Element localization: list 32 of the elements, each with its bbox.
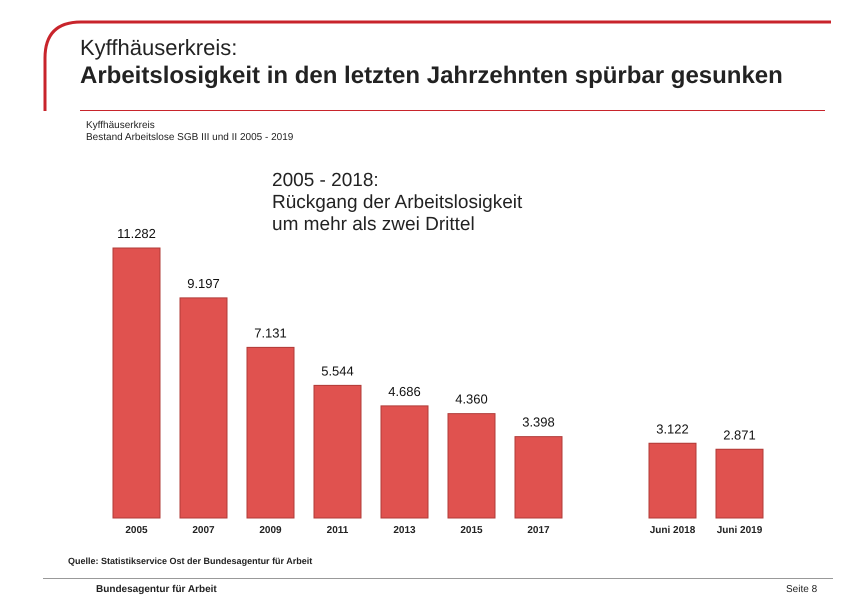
bar (514, 436, 562, 518)
data-label: 2.871 (723, 427, 756, 442)
bar (716, 448, 764, 518)
data-label: 4.686 (388, 384, 421, 399)
chart-subtitle: Kyffhäuserkreis Bestand Arbeitslose SGB III und II 2005 - 2019 (86, 120, 294, 144)
bar (380, 405, 428, 518)
source-note: Quelle: Statistikservice Ost der Bundesagentur für Arbeit (68, 556, 312, 566)
data-label: 11.282 (117, 226, 156, 241)
bar (448, 413, 496, 518)
data-label: 3.398 (522, 414, 555, 430)
bar (314, 384, 362, 518)
data-label: 9.197 (187, 276, 220, 291)
x-tick-label: 2017 (527, 525, 550, 536)
bar (648, 442, 696, 518)
x-tick-label: 2015 (460, 525, 484, 536)
data-label: 5.544 (321, 363, 354, 378)
data-label: 7.131 (254, 325, 287, 340)
x-tick-label: 2009 (259, 525, 282, 536)
text: 2005 - 2018: Rückgang der Arbeitslosigkeit um mehr als zwei Drittel (272, 170, 522, 236)
data-label: 4.360 (455, 392, 488, 407)
x-tick-label: Juni 2018 (650, 525, 696, 536)
x-tick-label: 2011 (326, 525, 349, 536)
x-tick-label: 2013 (393, 525, 416, 536)
x-tick-label: 2007 (192, 525, 216, 536)
bar (246, 346, 294, 518)
text: Bundesagentur für Arbeit (96, 584, 217, 595)
bar (112, 248, 160, 518)
bar (180, 297, 228, 518)
text: Seite 8 (786, 584, 818, 595)
x-tick-label: Juni 2019 (716, 525, 763, 536)
x-tick-label: 2005 (125, 525, 148, 536)
data-label: 3.122 (656, 421, 689, 436)
